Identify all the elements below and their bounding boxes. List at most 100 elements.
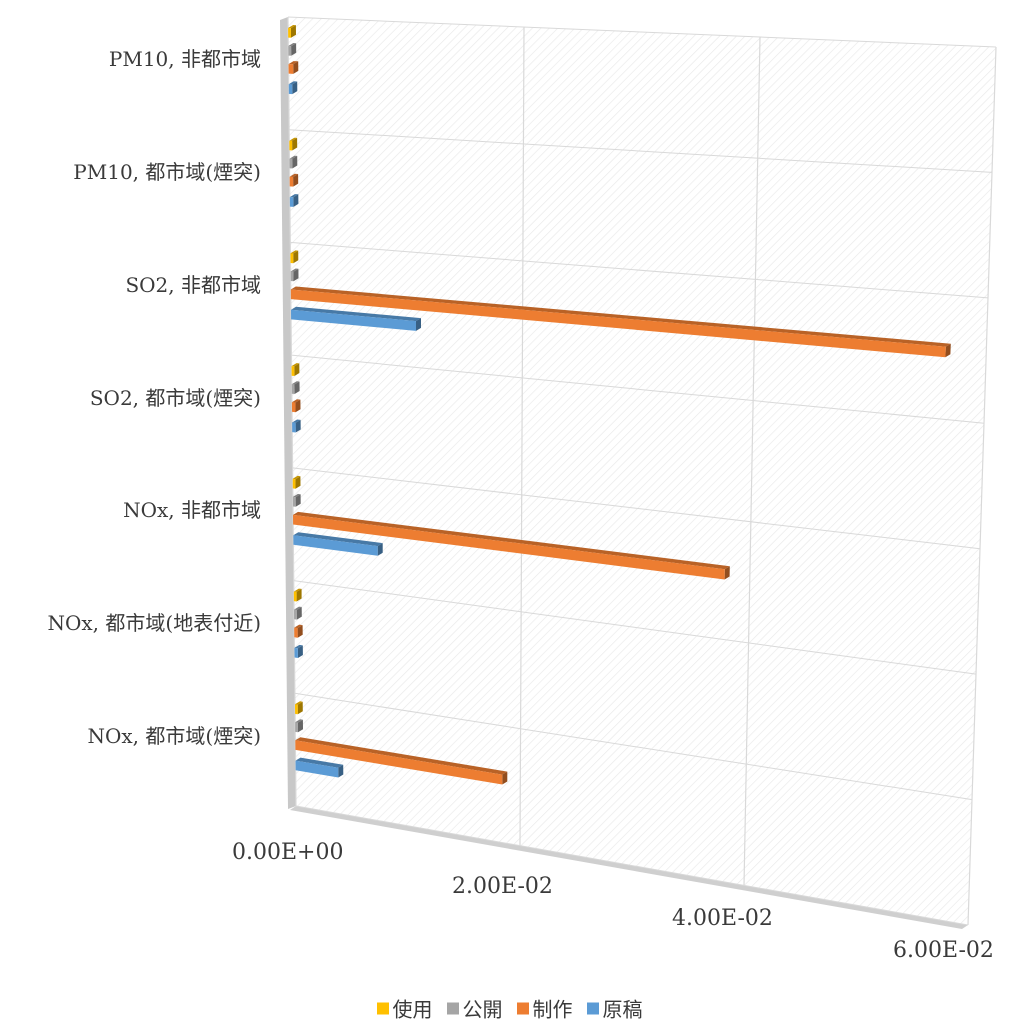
legend-label: 制作 <box>532 997 573 1022</box>
bar-end-face <box>293 194 299 207</box>
bar-end-face <box>292 81 298 95</box>
bar-front-face <box>289 140 293 151</box>
bar-使用-6 <box>295 701 303 715</box>
bar-front-face <box>292 422 296 433</box>
bar-front-face <box>294 627 298 638</box>
bar-end-face <box>293 268 299 282</box>
bar-end-face <box>295 494 301 507</box>
bar-原稿-2 <box>291 306 421 331</box>
bar-end-face <box>295 476 301 489</box>
category-label: PM10, 非都市域 <box>108 47 261 72</box>
bar-front-face <box>293 591 297 602</box>
bar-front-face <box>295 760 339 778</box>
bar-end-face <box>293 61 299 74</box>
category-label: NOx, 都市域(煙突) <box>87 723 262 748</box>
bar-top-face <box>293 532 383 547</box>
bar-top-face <box>291 399 301 403</box>
bar-end-face <box>297 625 303 638</box>
bar-front-face <box>288 28 291 38</box>
bar-front-face <box>290 289 946 358</box>
bar-end-face <box>296 588 302 602</box>
bar-top-face <box>292 419 301 423</box>
bar-end-face <box>295 399 301 413</box>
bar-制作-1 <box>289 173 299 187</box>
x-tick-label: 6.00E-02 <box>893 938 994 963</box>
bar-top-face <box>290 286 951 347</box>
legend-label: 公開 <box>462 997 503 1022</box>
bar-使用-1 <box>289 137 298 151</box>
bar-top-face <box>293 588 302 592</box>
bar-end-face <box>296 607 302 620</box>
legend-label: 原稿 <box>602 997 643 1022</box>
bar-top-face <box>289 173 299 177</box>
value-gridline <box>519 26 525 846</box>
legend-swatch <box>516 1002 529 1014</box>
bar-front-face <box>291 402 296 413</box>
plot-side-wall <box>280 17 296 809</box>
bar-front-face <box>289 176 294 187</box>
bar-end-face <box>294 363 300 376</box>
legend-item: 公開 <box>446 994 503 1023</box>
bar-front-face <box>289 158 293 169</box>
legend-swatch <box>586 1002 599 1014</box>
bar-使用-0 <box>288 25 296 38</box>
bar-end-face <box>338 764 344 778</box>
bar-front-face <box>295 740 503 785</box>
bar-原稿-6 <box>295 757 344 778</box>
x-tick-label: 2.00E-02 <box>452 874 553 899</box>
bar-使用-2 <box>290 250 299 264</box>
bar-front-face <box>288 64 294 74</box>
bar-end-face <box>297 645 303 658</box>
category-gridline <box>293 580 977 675</box>
bar-原稿-4 <box>293 532 383 556</box>
bar-end-face <box>502 771 508 785</box>
bar-front-face <box>292 478 296 489</box>
bar-公開-3 <box>291 381 300 394</box>
bar-原稿-1 <box>289 194 299 207</box>
legend-label: 使用 <box>392 997 433 1022</box>
plot-floor <box>290 806 968 929</box>
x-tick-label: 0.00E+00 <box>232 840 344 865</box>
bar-end-face <box>297 719 303 733</box>
category-gridline <box>292 467 981 550</box>
bar-公開-2 <box>290 268 299 282</box>
bar-top-face <box>292 493 301 498</box>
bar-top-face <box>288 43 297 47</box>
category-gridline <box>294 692 973 801</box>
bar-top-face <box>291 306 421 322</box>
legend-swatch <box>376 1002 389 1014</box>
plot-back-wall <box>288 17 996 925</box>
bar-使用-4 <box>292 475 301 489</box>
bar-top-face <box>295 757 344 768</box>
bar-front-face <box>293 514 725 580</box>
bar-公開-0 <box>288 43 297 56</box>
bar-top-face <box>289 194 299 198</box>
bar-使用-5 <box>293 588 302 602</box>
bar-top-face <box>295 719 303 723</box>
bar-end-face <box>945 343 951 358</box>
legend-item: 制作 <box>516 994 573 1023</box>
bar-end-face <box>291 43 297 56</box>
bar-制作-0 <box>288 61 299 74</box>
category-gridline <box>287 16 997 48</box>
bar-front-face <box>294 647 298 658</box>
bar-top-face <box>288 61 299 65</box>
bar-end-face <box>724 566 730 580</box>
bar-front-face <box>295 722 298 733</box>
legend: 使用 公開 制作 原稿 <box>0 994 1019 1023</box>
bar-front-face <box>295 704 298 715</box>
bar-front-face <box>292 496 296 507</box>
bar-front-face <box>290 271 294 282</box>
bar-top-face <box>290 268 299 272</box>
bar-公開-6 <box>295 719 303 733</box>
bar-top-face <box>292 475 301 480</box>
bar-end-face <box>297 701 303 715</box>
category-label: NOx, 都市域(地表付近) <box>47 610 262 635</box>
bar-制作-5 <box>294 624 303 638</box>
category-label: SO2, 都市域(煙突) <box>89 385 261 410</box>
bar-top-face <box>289 155 298 159</box>
bar-front-face <box>291 309 416 331</box>
bar-top-face <box>289 137 298 141</box>
bar-top-face <box>294 624 303 629</box>
value-gridline <box>967 46 997 926</box>
